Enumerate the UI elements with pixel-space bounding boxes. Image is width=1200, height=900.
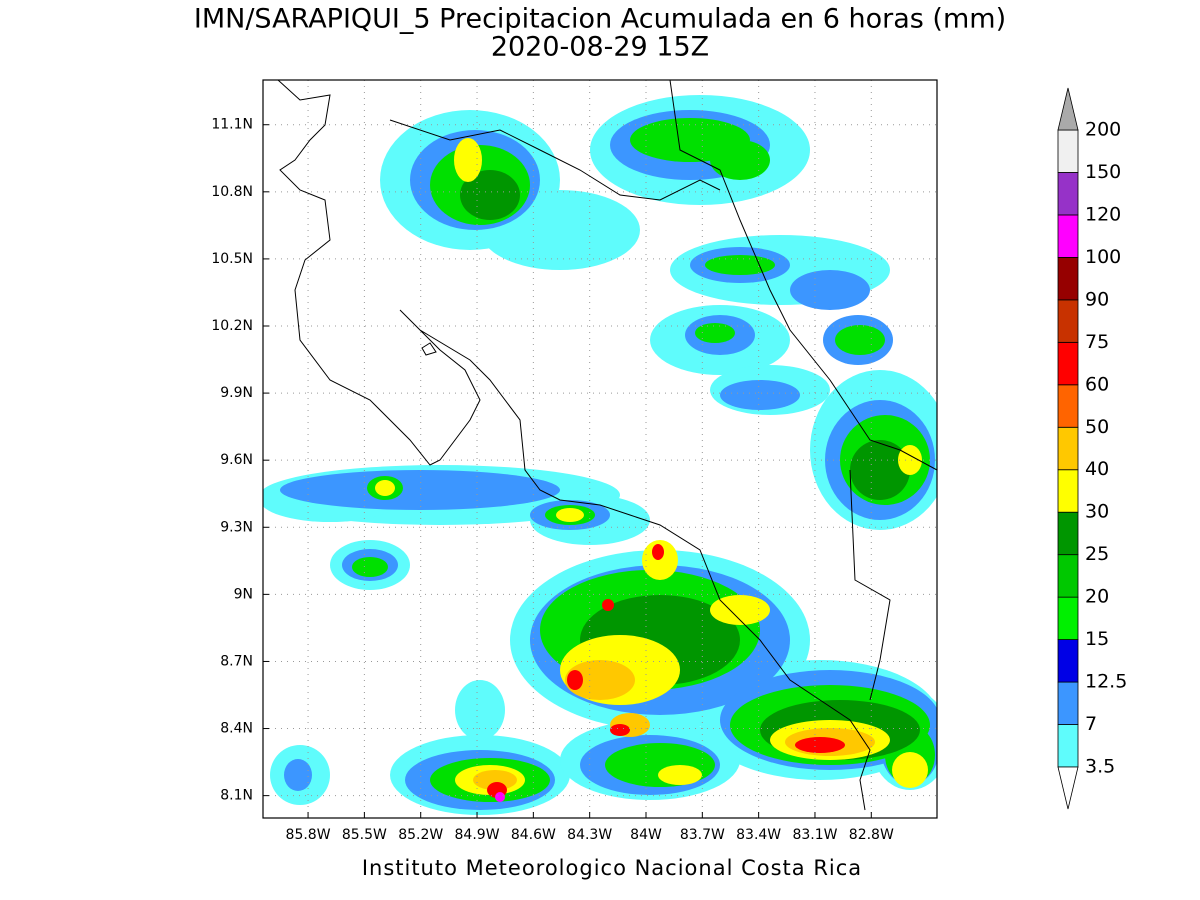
y-tick-label: 8.4N	[220, 721, 253, 737]
subtitle: 2020-08-29 15Z	[491, 32, 709, 63]
colorbar-segment	[1057, 299, 1079, 343]
y-tick-label: 10.5N	[211, 251, 253, 267]
x-tick-label: 83.7W	[680, 827, 725, 843]
colorbar-label: 7	[1085, 713, 1097, 735]
colorbar-over	[1057, 87, 1079, 131]
precip-field	[263, 95, 937, 815]
colorbar-segment	[1057, 639, 1079, 683]
y-tick-label: 8.1N	[220, 788, 253, 804]
x-tick-label: 82.8W	[849, 827, 894, 843]
y-tick-label: 9.3N	[220, 519, 253, 535]
colorbar-label: 25	[1085, 543, 1109, 565]
colorbar-label: 3.5	[1085, 756, 1115, 778]
colorbar-under	[1057, 766, 1079, 810]
colorbar-segment	[1057, 129, 1079, 173]
x-tick-label: 84.6W	[511, 827, 556, 843]
colorbar-segment	[1057, 511, 1079, 556]
y-tick-label: 10.2N	[211, 318, 253, 334]
footer: Instituto Meteorologico Nacional Costa R…	[362, 856, 862, 880]
colorbar-label: 90	[1085, 288, 1109, 310]
colorbar-segment	[1057, 384, 1079, 428]
colorbar-label: 12.5	[1085, 671, 1127, 693]
colorbar-label: 100	[1085, 246, 1121, 268]
colorbar: 3.5 7 12.5 15 20 25 30 40 50 60 75 90 100 120 150 200	[1057, 87, 1127, 810]
title: IMN/SARAPIQUI_5 Precipitacion Acumulada …	[194, 4, 1006, 35]
x-tick-label: 85.8W	[286, 827, 331, 843]
colorbar-segment	[1057, 554, 1079, 598]
colorbar-segment	[1057, 214, 1079, 258]
y-tick-label: 10.8N	[211, 184, 253, 200]
colorbar-label: 75	[1085, 331, 1109, 353]
colorbar-segment	[1057, 341, 1079, 386]
colorbar-label: 120	[1085, 203, 1121, 225]
y-tick-label: 9N	[234, 586, 253, 602]
y-tick-label: 11.1N	[211, 117, 253, 133]
colorbar-segment	[1057, 256, 1079, 301]
colorbar-segment	[1057, 426, 1079, 471]
y-tick-label: 8.7N	[220, 653, 253, 669]
colorbar-label: 30	[1085, 501, 1109, 523]
coastlines	[277, 80, 937, 811]
colorbar-label: 150	[1085, 161, 1121, 183]
x-tick-label: 83.4W	[736, 827, 781, 843]
y-tick-label: 9.9N	[220, 385, 253, 401]
colorbar-label: 15	[1085, 628, 1109, 650]
colorbar-label: 40	[1085, 458, 1109, 480]
y-tick-label: 9.6N	[220, 452, 253, 468]
x-tick-label: 84.9W	[455, 827, 500, 843]
colorbar-label: 60	[1085, 373, 1109, 395]
colorbar-segment	[1057, 469, 1079, 513]
colorbar-segment	[1057, 596, 1079, 641]
colorbar-label: 20	[1085, 586, 1109, 608]
grid	[263, 80, 937, 818]
x-tick-label: 84.3W	[567, 827, 612, 843]
colorbar-segment	[1057, 724, 1079, 768]
axes: 85.8W 85.5W 85.2W 84.9W 84.6W 84.3W 84W 83.7W 83…	[211, 117, 894, 843]
map-frame	[262, 79, 938, 819]
colorbar-segment	[1057, 681, 1079, 725]
colorbar-label: 50	[1085, 416, 1109, 438]
x-tick-label: 83.1W	[792, 827, 837, 843]
colorbar-segment	[1057, 172, 1079, 216]
x-tick-label: 84W	[630, 827, 662, 843]
colorbar-label: 200	[1085, 119, 1121, 141]
x-tick-label: 85.2W	[398, 827, 443, 843]
x-tick-label: 85.5W	[342, 827, 387, 843]
